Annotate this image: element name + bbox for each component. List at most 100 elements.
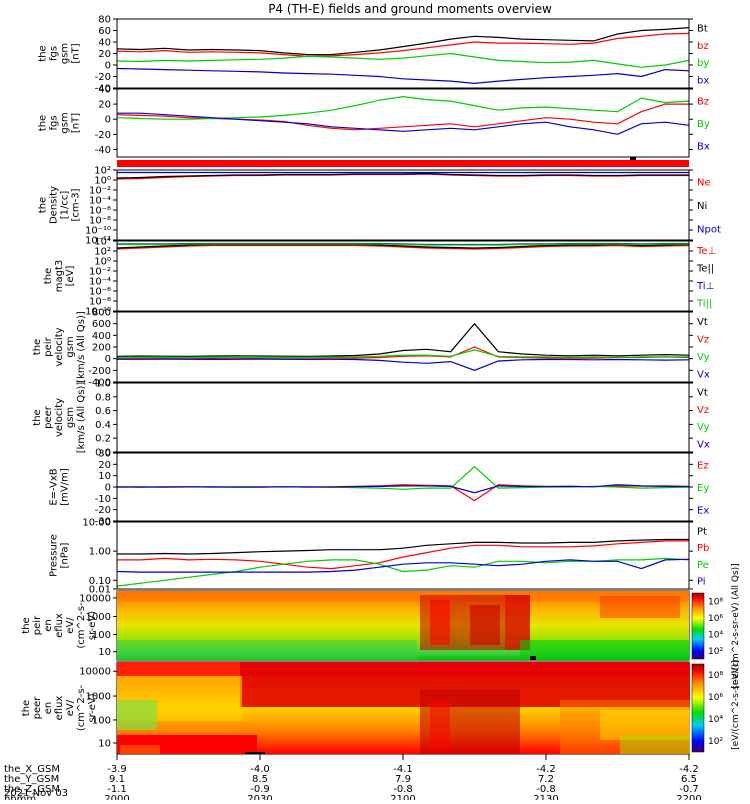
y-axis-label: [nPa] xyxy=(60,542,71,568)
y-tick-label: 0 xyxy=(105,354,111,365)
y-tick-label: 10000 xyxy=(79,593,111,604)
y-axis-label: the xyxy=(38,197,49,213)
y-tick-label: 0 xyxy=(105,61,111,72)
x-tick-label: -0.9 xyxy=(250,784,270,795)
series-line-Vt xyxy=(116,322,690,357)
panel-frame xyxy=(116,169,690,241)
y-tick-label: 1000 xyxy=(86,612,111,623)
legend-Ex: Ex xyxy=(697,506,709,517)
x-tick-label: 6.5 xyxy=(681,774,697,785)
x-tick-label: 7.2 xyxy=(538,774,554,785)
y-axis-label: (cm^2-s- xyxy=(76,602,87,649)
y-axis-label: sr-eV) xyxy=(87,611,98,640)
colorbar-title: [eV/(cm^2-s-sr-eV) (All Qs)] xyxy=(731,563,741,688)
y-tick-label: 0.6 xyxy=(95,406,111,417)
y-axis-label: gsm xyxy=(60,112,71,133)
y-axis-label: fgs xyxy=(49,46,60,61)
x-tick-label: 9.1 xyxy=(109,774,125,785)
legend-Ne: Ne xyxy=(697,178,711,189)
panel-frame xyxy=(116,240,690,312)
x-tick-label: 8.5 xyxy=(252,774,268,785)
y-tick-label: 10⁻⁶ xyxy=(89,287,111,298)
panel-frame xyxy=(116,452,690,522)
legend-Ez: Ez xyxy=(697,460,709,471)
legend-bx: bx xyxy=(697,75,709,86)
legend-Bz: Bz xyxy=(697,96,709,107)
y-tick-label: 40 xyxy=(98,85,111,96)
y-axis-label: gsm xyxy=(65,336,76,357)
y-axis-label: peir xyxy=(43,336,54,356)
y-tick-label: 0.8 xyxy=(95,392,111,403)
legend-Ni: Ni xyxy=(697,201,707,212)
panel-frame xyxy=(116,311,690,383)
x-row-name: the_X_GSM xyxy=(4,764,60,775)
x-axis: the_X_GSM -3.9 -4.0 -4.1 -4.2 -4.2 the_Y_GSM 9.… xyxy=(4,754,702,804)
y-tick-label: 10⁰ xyxy=(94,176,111,187)
legend-Pi: Pi xyxy=(697,577,706,588)
series-line-Ne xyxy=(116,173,689,180)
y-axis-label: [nT] xyxy=(71,113,82,133)
y-tick-label: 0.4 xyxy=(95,420,111,431)
series-line-Ni xyxy=(116,172,689,179)
series-line-Vy xyxy=(116,349,689,359)
y-tick-label: 10⁻⁴ xyxy=(89,196,111,207)
y-tick-label: 10⁻² xyxy=(89,186,111,197)
y-tick-label: 100 xyxy=(92,630,111,641)
y-tick-label: -10 xyxy=(95,494,111,505)
x-tick-label: 2030 xyxy=(247,794,272,800)
y-tick-label: 10 xyxy=(98,738,111,749)
legend-Vz: Vz xyxy=(697,334,709,345)
legend-Vx: Vx xyxy=(697,369,710,380)
y-tick-label: 0.0 xyxy=(95,448,111,459)
colorbar-label: 10⁴ xyxy=(708,715,723,725)
legend-Ti⊥: Ti⊥ xyxy=(696,281,714,292)
y-tick-label: 10000 xyxy=(79,667,111,678)
y-tick-label: -20 xyxy=(95,130,111,141)
y-axis-label: peer xyxy=(43,405,54,429)
y-tick-label: -40 xyxy=(95,84,111,95)
y-tick-label: 10⁻⁸ xyxy=(89,216,111,227)
legend-bz: bz xyxy=(697,41,709,52)
legend-Pe: Pe xyxy=(697,560,709,571)
x-tick-label: -0.7 xyxy=(679,784,699,795)
legend-Vx: Vx xyxy=(697,439,710,450)
y-tick-label: 0 xyxy=(105,115,111,126)
y-axis-label: Density xyxy=(49,186,60,224)
series-line-Vz xyxy=(117,346,690,360)
panel-peir-spec: 10000 1000 100 10 10⁸ 10⁶ 10⁴ 10² [eV/(cm^2-s-sr… xyxy=(21,563,741,688)
x-tick-label: -1.1 xyxy=(107,784,127,795)
x-tick-label: -0.8 xyxy=(393,784,413,795)
colorbar-label: 10⁸ xyxy=(708,671,723,681)
y-tick-label: -30 xyxy=(95,517,111,528)
peer-spectrogram xyxy=(117,662,690,754)
legend-Ey: Ey xyxy=(697,483,709,494)
legend-Npot: Npot xyxy=(697,224,721,235)
y-tick-label: 10⁰ xyxy=(94,257,111,268)
y-tick-label: 20 xyxy=(98,100,111,111)
y-axis-label: velocity xyxy=(54,398,65,437)
series-line-Bt xyxy=(116,27,690,56)
series-line-bz xyxy=(116,32,690,58)
status-bar-gap xyxy=(630,157,636,160)
y-tick-label: -200 xyxy=(88,366,111,377)
x-tick-label: -4.1 xyxy=(393,764,413,775)
x-tick-label: 7.9 xyxy=(395,774,411,785)
y-axis-label: sr-eV) xyxy=(87,693,98,722)
y-tick-label: 10⁻² xyxy=(89,267,111,278)
y-axis-label: gsm xyxy=(60,43,71,64)
series-line-By xyxy=(116,95,690,120)
y-axis-label: peir xyxy=(32,615,43,635)
y-tick-label: 0.10 xyxy=(89,576,111,587)
y-axis-label: [cm-3] xyxy=(71,188,82,221)
y-tick-label: 100 xyxy=(92,715,111,726)
legend-Vz: Vz xyxy=(697,405,709,416)
colorbar-title: [eV/(cm^2-s-sr-eV)] xyxy=(731,660,741,750)
y-tick-label: 10 xyxy=(98,647,111,658)
y-axis-label: Pressure xyxy=(49,534,60,577)
y-tick-label: 10⁻⁸ xyxy=(89,297,111,308)
x-row-name: the_Z_GSM xyxy=(4,784,60,795)
y-tick-label: 0.01 xyxy=(89,585,111,596)
